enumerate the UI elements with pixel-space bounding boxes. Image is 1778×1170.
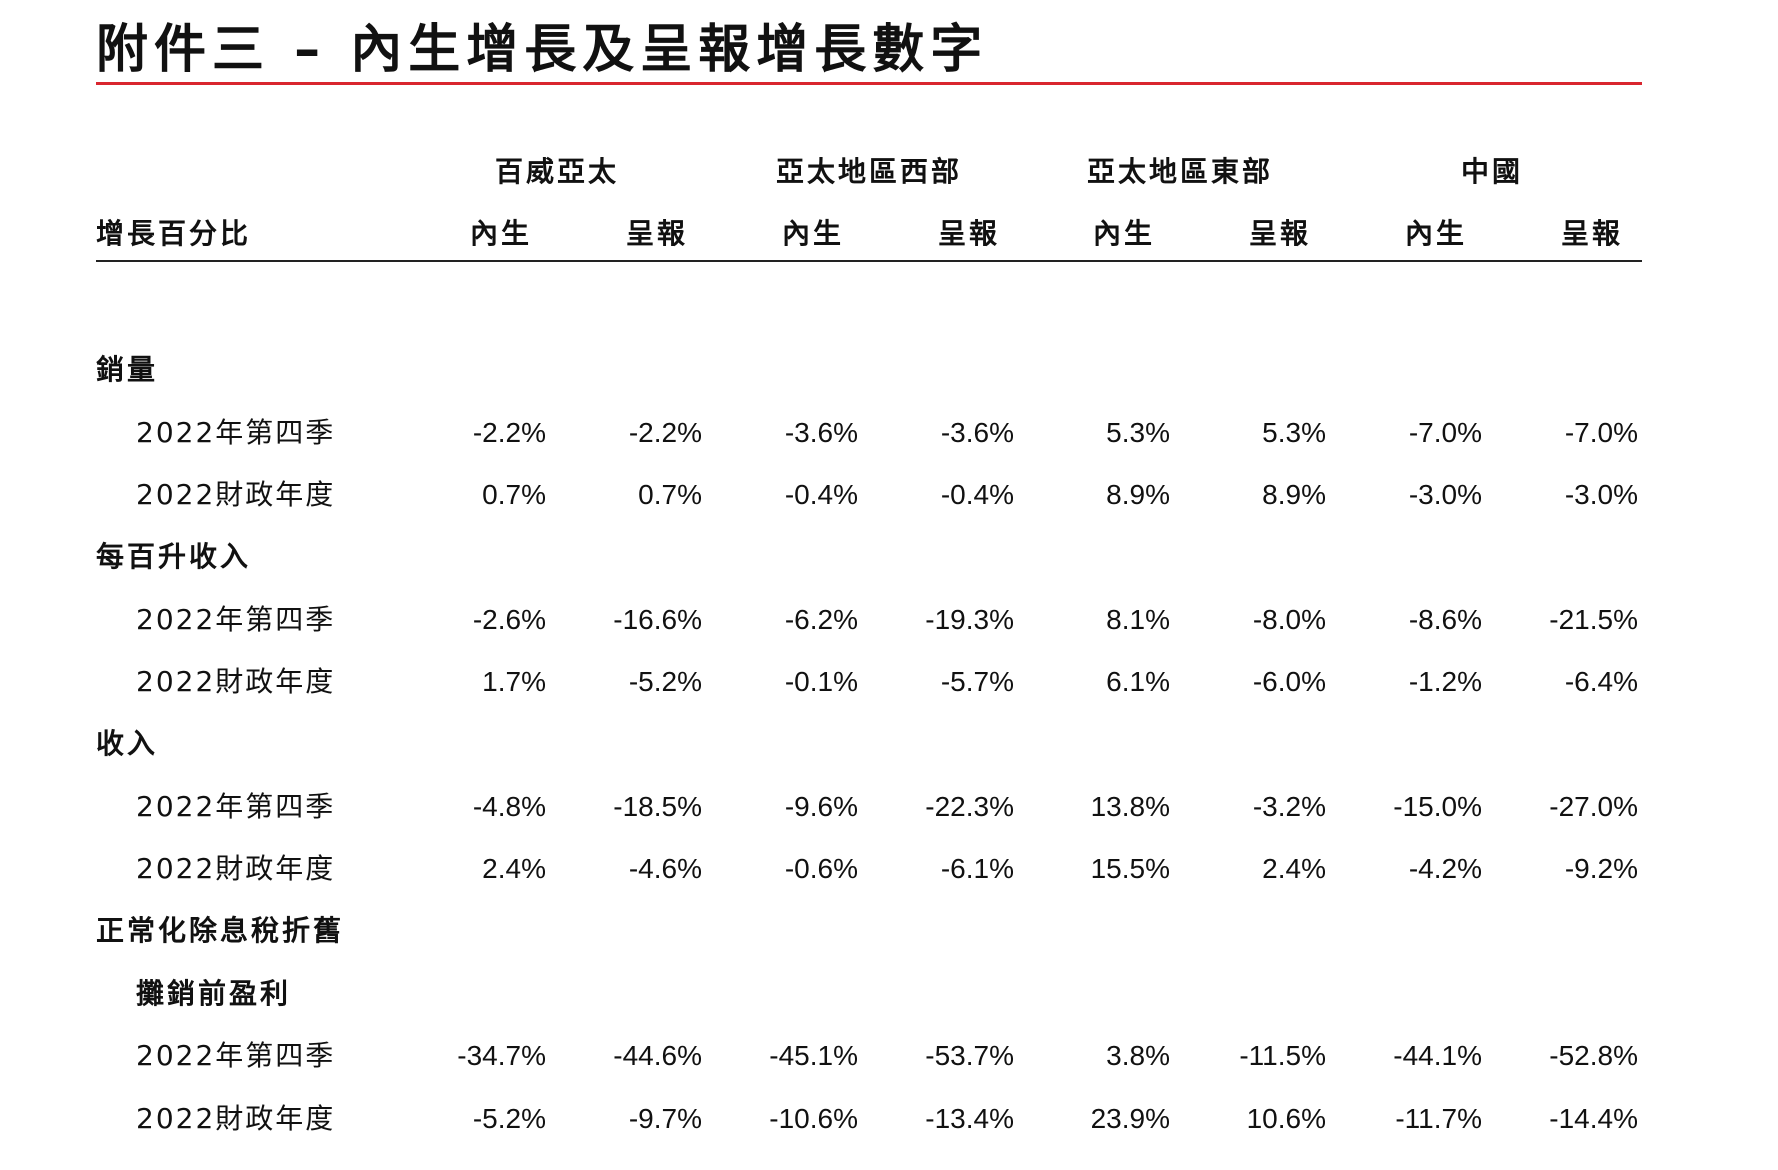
table-cell: -8.0%	[1252, 604, 1326, 635]
table-cell: -11.7%	[1395, 1103, 1482, 1134]
table-cell: -9.7%	[628, 1103, 702, 1134]
table-cell: -6.1%	[940, 853, 1014, 884]
table-cell: -0.4%	[784, 479, 858, 510]
table-cell: -7.0%	[1408, 417, 1482, 448]
table-cell: -27.0%	[1549, 791, 1638, 822]
table-cell: -2.2%	[472, 417, 546, 448]
table-cell: -34.7%	[457, 1040, 546, 1071]
subheader-reported: 呈報	[1560, 217, 1623, 250]
table-cell: -9.6%	[784, 791, 858, 822]
title-divider	[96, 82, 1642, 85]
table-cell: -44.1%	[1393, 1040, 1482, 1071]
section-label: 每百升收入	[96, 540, 252, 573]
table-cell: -3.0%	[1564, 479, 1638, 510]
table-cell: -4.2%	[1408, 853, 1482, 884]
table-cell: 13.8%	[1090, 791, 1170, 822]
subheader-reported: 呈報	[625, 217, 688, 250]
header-divider	[96, 260, 1642, 262]
table-cell: -4.6%	[628, 853, 702, 884]
table-cell: -5.2%	[472, 1103, 546, 1134]
row-label: 2022財政年度	[136, 852, 336, 885]
table-cell: 6.1%	[1106, 666, 1170, 697]
row-label: 2022年第四季	[136, 416, 336, 449]
table-cell: -11.5%	[1239, 1040, 1326, 1071]
table-cell: -3.0%	[1408, 479, 1482, 510]
table-cell: 1.7%	[482, 666, 546, 697]
table-cell: -21.5%	[1549, 604, 1638, 635]
region-header-apac: 百威亞太	[494, 155, 619, 188]
table-cell: 2.4%	[1262, 853, 1326, 884]
table-cell: -5.2%	[628, 666, 702, 697]
subheader-organic: 內生	[781, 217, 844, 250]
row-label-header: 增長百分比	[96, 217, 252, 250]
table-cell: -44.6%	[613, 1040, 702, 1071]
table-cell: -52.8%	[1549, 1040, 1638, 1071]
table-cell: -22.3%	[925, 791, 1014, 822]
table-cell: -9.2%	[1564, 853, 1638, 884]
section-label: 正常化除息稅折舊	[96, 914, 345, 947]
table-cell: -5.7%	[940, 666, 1014, 697]
table-cell: -7.0%	[1564, 417, 1638, 448]
subheader-reported: 呈報	[937, 217, 1000, 250]
section-sub-label: 攤銷前盈利	[136, 977, 292, 1010]
table-cell: -1.2%	[1408, 666, 1482, 697]
table-cell: -2.6%	[472, 604, 546, 635]
row-label: 2022財政年度	[136, 665, 336, 698]
table-cell: -6.4%	[1564, 666, 1638, 697]
row-label: 2022年第四季	[136, 790, 336, 823]
table-cell: -19.3%	[925, 604, 1014, 635]
region-header-apac-east: 亞太地區東部	[1086, 155, 1273, 188]
subheader-organic: 內生	[1404, 217, 1467, 250]
row-label: 2022年第四季	[136, 1039, 336, 1072]
table-cell: 8.1%	[1106, 604, 1170, 635]
table-cell: -8.6%	[1408, 604, 1482, 635]
table-cell: 3.8%	[1106, 1040, 1170, 1071]
table-cell: -0.1%	[784, 666, 858, 697]
table-cell: -0.6%	[784, 853, 858, 884]
table-cell: -6.0%	[1252, 666, 1326, 697]
table-cell: 0.7%	[638, 479, 702, 510]
section-label: 收入	[96, 727, 159, 760]
table-cell: 0.7%	[482, 479, 546, 510]
subheader-reported: 呈報	[1248, 217, 1311, 250]
table-cell: -0.4%	[940, 479, 1014, 510]
table-cell: -13.4%	[925, 1103, 1014, 1134]
table-cell: 8.9%	[1106, 479, 1170, 510]
table-cell: -53.7%	[925, 1040, 1014, 1071]
table-cell: -3.6%	[940, 417, 1014, 448]
table-cell: -18.5%	[613, 791, 702, 822]
table-cell: 10.6%	[1246, 1103, 1326, 1134]
table-cell: -4.8%	[472, 791, 546, 822]
section-label: 銷量	[96, 353, 159, 386]
table-cell: 5.3%	[1262, 417, 1326, 448]
table-cell: -3.6%	[784, 417, 858, 448]
table-cell: 15.5%	[1090, 853, 1170, 884]
table-cell: -6.2%	[784, 604, 858, 635]
page-title: 附件三 – 內生增長及呈報增長數字	[96, 20, 989, 80]
table-cell: -45.1%	[769, 1040, 858, 1071]
region-header-china: 中國	[1460, 155, 1523, 188]
table-cell: 23.9%	[1090, 1103, 1170, 1134]
row-label: 2022財政年度	[136, 1102, 336, 1135]
table-cell: 2.4%	[482, 853, 546, 884]
region-header-apac-west: 亞太地區西部	[775, 155, 962, 188]
table-cell: -14.4%	[1549, 1103, 1638, 1134]
subheader-organic: 內生	[469, 217, 532, 250]
table-cell: -10.6%	[769, 1103, 858, 1134]
table-cell: 5.3%	[1106, 417, 1170, 448]
table-cell: -16.6%	[613, 604, 702, 635]
subheader-organic: 內生	[1092, 217, 1155, 250]
table-cell: -3.2%	[1252, 791, 1326, 822]
table-cell: -15.0%	[1393, 791, 1482, 822]
table-cell: -2.2%	[628, 417, 702, 448]
row-label: 2022財政年度	[136, 478, 336, 511]
table-cell: 8.9%	[1262, 479, 1326, 510]
row-label: 2022年第四季	[136, 603, 336, 636]
